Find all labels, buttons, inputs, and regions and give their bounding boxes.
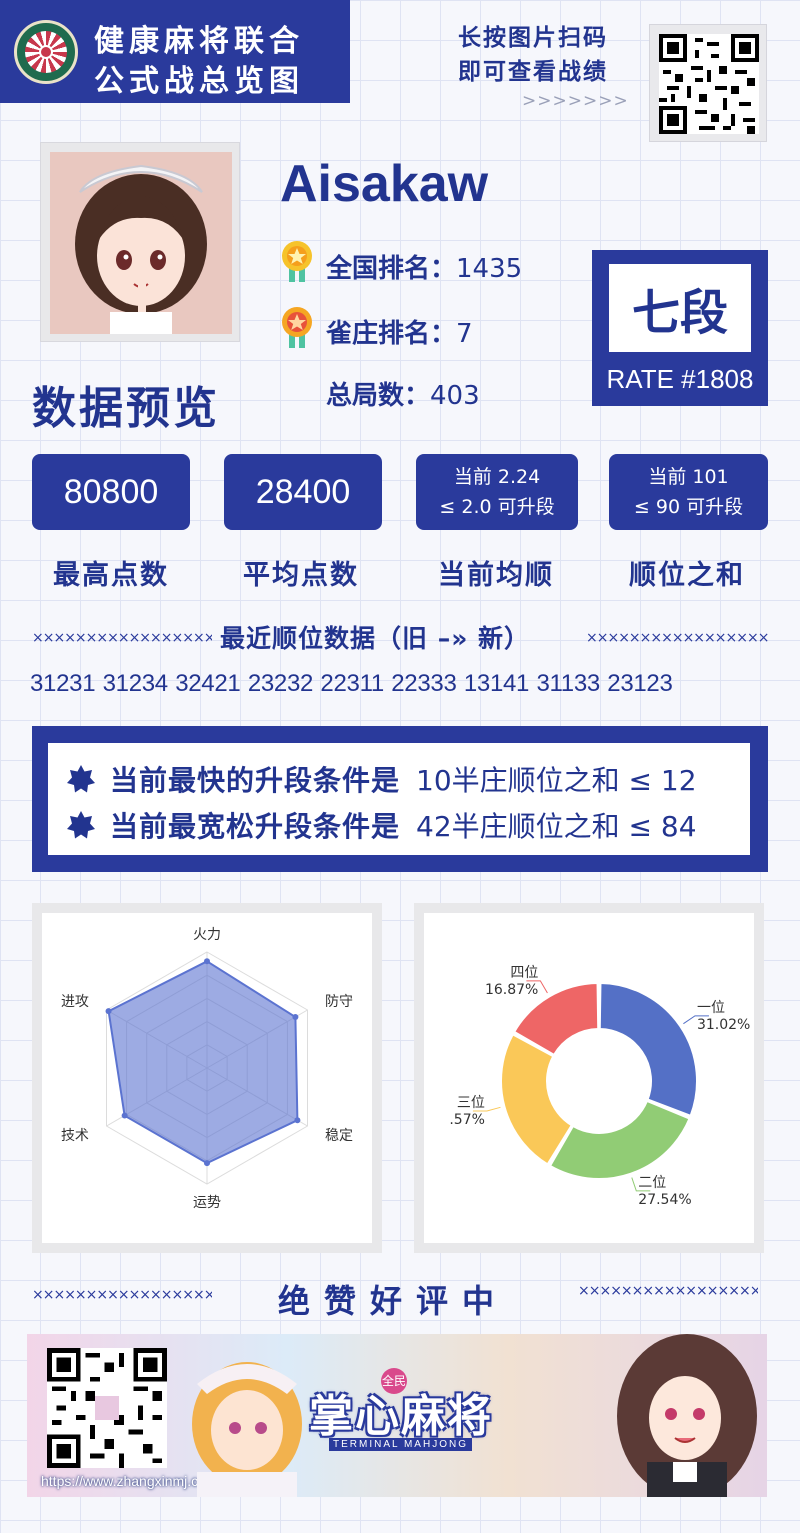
banner-character-right xyxy=(617,1334,757,1497)
radar-point xyxy=(204,958,210,965)
pie-label-line xyxy=(526,980,548,994)
arrows-icon: >>>>>>> xyxy=(522,91,629,111)
room-rank: 雀庄排名：7 xyxy=(326,319,473,349)
footer-decor-left: ×××××××××××××××××××××× xyxy=(32,1287,212,1303)
loose-condition-value: 42半庄顺位之和 ≤ 84 xyxy=(416,810,697,843)
pie-slice-label: 四位 xyxy=(510,965,538,981)
red-medal-icon xyxy=(280,306,314,350)
dan-rank: 七段 xyxy=(609,264,751,352)
recent-decor-left: ×××××××××××××××××××××× xyxy=(32,630,212,646)
avg-points-box: 28400 xyxy=(224,454,382,530)
banner-url[interactable]: https://www.zhangxinmj.com xyxy=(41,1473,218,1489)
max-points-box: 80800 xyxy=(32,454,190,530)
radar-axis-label: 运势 xyxy=(193,1195,221,1211)
fast-condition-value: 10半庄顺位之和 ≤ 12 xyxy=(416,764,697,797)
star-badge-icon xyxy=(67,811,95,839)
radar-point xyxy=(204,1160,210,1167)
loose-condition-row: 当前最宽松升段条件是 42半庄顺位之和 ≤ 84 xyxy=(66,805,697,845)
recent-decor-right: ×××××××××××××××××××××× xyxy=(586,630,768,646)
header-title-line2: 公式战总览图 xyxy=(94,64,304,99)
pie-slice-percent: 27.54% xyxy=(638,1192,691,1208)
avg-rank-box: 当前 2.24 ≤ 2.0 可升段 xyxy=(416,454,578,530)
radar-point xyxy=(292,1013,299,1020)
qr-code-icon[interactable] xyxy=(659,34,759,134)
pie-slice xyxy=(500,1033,574,1166)
pie-slice-percent: 16.87% xyxy=(485,982,538,998)
fast-condition-row: 当前最快的升段条件是 10半庄顺位之和 ≤ 12 xyxy=(66,759,697,799)
promotion-conditions: 当前最快的升段条件是 10半庄顺位之和 ≤ 12 当前最宽松升段条件是 42半庄… xyxy=(32,726,768,872)
banner-logo-tag: 全民 xyxy=(381,1368,407,1394)
fast-condition-label: 当前最快的升段条件是 xyxy=(110,764,401,797)
radar-series-area xyxy=(107,960,299,1165)
avg-rank-label: 当前均顺 xyxy=(438,560,554,591)
loose-condition-label: 当前最宽松升段条件是 xyxy=(110,810,401,843)
avg-rank-current: 当前 2.24 xyxy=(453,466,541,488)
star-badge-icon xyxy=(67,765,95,793)
radar-chart-panel: 火力防守稳定运势 技术 进攻 xyxy=(32,903,382,1253)
pie-label-line xyxy=(683,1015,709,1025)
national-rank: 全国排名：1435 xyxy=(326,254,523,284)
footer-decor-right: ×××××××××××××××××××××× xyxy=(578,1283,758,1299)
rank-sum-target: ≤ 90 可升段 xyxy=(633,496,744,518)
pie-slice-percent: .57% xyxy=(449,1112,485,1128)
association-logo xyxy=(14,20,78,84)
room-rank-value: 7 xyxy=(456,319,473,349)
rate-value: RATE #1808 xyxy=(606,364,754,394)
pie-slice-percent: 31.02% xyxy=(697,1017,750,1033)
avatar xyxy=(40,142,240,342)
avg-points-label: 平均点数 xyxy=(243,560,359,591)
pie-label-line xyxy=(631,1177,651,1192)
banner-logo-sub: TERMINAL MAHJONG xyxy=(329,1438,472,1451)
qr-hint-line1: 长按图片扫码 xyxy=(458,25,608,51)
pie-slice xyxy=(548,1099,691,1180)
total-games-value: 403 xyxy=(430,381,480,411)
gold-medal-icon xyxy=(280,240,314,284)
radar-axis-label: 技术 xyxy=(61,1128,89,1144)
pie-label-line xyxy=(472,1106,501,1112)
pie-slice xyxy=(598,981,698,1118)
rank-sum-label: 顺位之和 xyxy=(629,560,745,591)
header-title-line1: 健康麻将联合 xyxy=(94,24,304,59)
recent-title: 最近顺位数据（旧 –» 新） xyxy=(220,624,531,653)
max-points-label: 最高点数 xyxy=(53,560,169,591)
rank-sum-current: 当前 101 xyxy=(648,466,729,488)
footer-title: 绝赞好评中 xyxy=(278,1282,509,1320)
total-games: 总局数：403 xyxy=(326,381,480,411)
app-promo-banner[interactable]: https://www.zhangxinmj.com 全民 掌心麻将 TERMI… xyxy=(27,1334,767,1497)
pie-chart-panel: 一位 31.02% 二位 27.54% 三位 .57% 四位 16.87% xyxy=(414,903,764,1253)
rank-sum-box: 当前 101 ≤ 90 可升段 xyxy=(609,454,768,530)
pie-slice xyxy=(512,981,600,1057)
pie-slice-label: 一位 xyxy=(697,1000,725,1016)
qr-code-icon[interactable] xyxy=(47,1348,167,1468)
radar-point xyxy=(105,1008,112,1015)
recent-rank-values: 31231 31234 32421 23232 22311 22333 1314… xyxy=(30,670,673,697)
dan-badge: 七段 RATE #1808 xyxy=(592,250,768,406)
avg-rank-target: ≤ 2.0 可升段 xyxy=(439,496,555,518)
radar-axis-label: 防守 xyxy=(325,994,353,1010)
radar-point xyxy=(121,1112,128,1119)
qr-hint-line2: 即可查看战绩 xyxy=(458,59,608,85)
radar-axis-label: 火力 xyxy=(193,927,221,943)
qr-code-card[interactable] xyxy=(649,24,767,142)
national-rank-value: 1435 xyxy=(456,254,523,284)
banner-character-left xyxy=(192,1362,302,1497)
radar-point xyxy=(294,1117,301,1124)
radar-axis-label: 进攻 xyxy=(61,994,89,1010)
pie-slice-label: 二位 xyxy=(638,1175,666,1191)
section-title: 数据预览 xyxy=(32,383,220,434)
radar-axis-label: 稳定 xyxy=(325,1128,353,1144)
player-name: Aisakaw xyxy=(280,155,489,213)
banner-logo: 掌心麻将 xyxy=(309,1391,493,1442)
pie-slice-label: 三位 xyxy=(457,1095,485,1111)
